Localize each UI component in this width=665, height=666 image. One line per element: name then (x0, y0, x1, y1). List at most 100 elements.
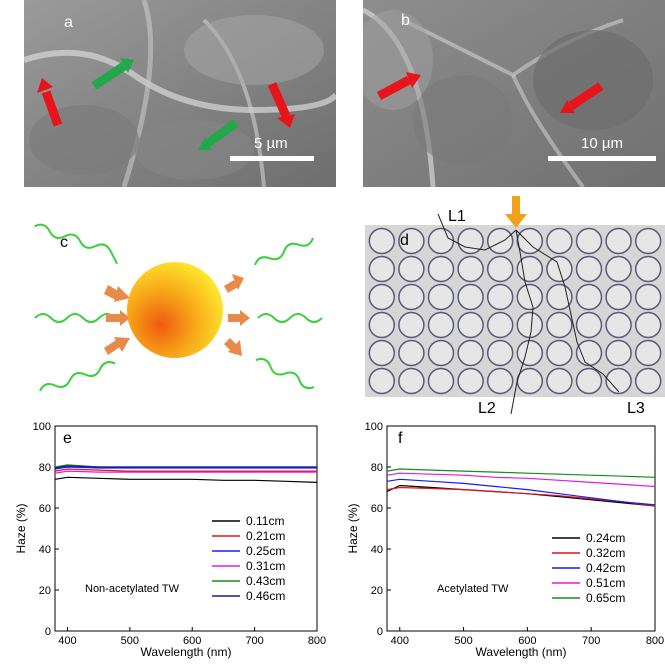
cell-lumen (457, 227, 484, 255)
cell-lumen (457, 339, 484, 367)
outgoing-arrow-2 (228, 314, 240, 322)
outgoing-arrow-3-head (228, 340, 242, 356)
panel-letter-c: c (60, 234, 68, 251)
legend-label: 0.42cm (586, 561, 625, 575)
cell-lumen (546, 283, 573, 311)
cell-lumen (486, 227, 514, 255)
y-tick-label: 40 (39, 544, 51, 556)
y-tick-label: 0 (45, 626, 51, 638)
cell-lumen (546, 227, 573, 255)
cell-lumen (398, 367, 425, 395)
x-tick-label: 600 (183, 635, 201, 647)
scale-bar-a (230, 156, 314, 161)
legend-label: 0.46cm (246, 589, 285, 603)
x-tick-label: 700 (582, 635, 600, 647)
panel-letter-f: f (398, 430, 403, 447)
incoming-arrow-3 (104, 340, 120, 355)
cell-lumen (398, 311, 425, 339)
incoming-arrow-2-head (120, 310, 130, 326)
cell-lumen (634, 339, 662, 367)
red-arrow-b-left (376, 72, 421, 100)
path-L1 (437, 213, 517, 251)
y-tick-label: 0 (377, 626, 383, 638)
cell-lumen (368, 367, 396, 395)
legend-label: 0.24cm (586, 531, 625, 545)
x-tick-label: 600 (518, 635, 536, 647)
cell-lumen (516, 311, 544, 339)
cell-lumen (605, 339, 632, 367)
cell-lumen (575, 311, 603, 339)
outgoing-wave-middle (257, 313, 323, 323)
cell-lumen (457, 255, 484, 283)
cell-lumen (368, 227, 396, 255)
incoming-arrow-2 (106, 314, 120, 322)
x-axis-label: Wavelength (nm) (141, 645, 232, 659)
series-line-0.31cm (54, 470, 317, 474)
legend-label: 0.31cm (246, 559, 285, 573)
outgoing-arrow-2-head (240, 310, 250, 326)
y-tick-label: 100 (365, 421, 383, 433)
cell-lumen (605, 227, 632, 255)
cell-lumen (427, 311, 455, 339)
panel-letter-d: d (400, 232, 409, 249)
y-axis-label: Haze (%) (14, 503, 28, 553)
cell-lumen (398, 227, 425, 255)
panel-letter-e: e (63, 430, 72, 447)
plot-frame (386, 425, 656, 632)
cell-lumen (368, 283, 396, 311)
incoming-arrow-3-head (114, 337, 130, 352)
cell-lumen (516, 339, 544, 367)
cell-grid (368, 227, 662, 395)
panel-f-haze-chart: 0 20 40 60 80 100 400 500 600 700 800 Wavelength (n… (330, 418, 665, 661)
cell-lumen (634, 227, 662, 255)
x-axis-label: Wavelength (nm) (476, 645, 567, 659)
series-line-0.65cm (386, 468, 656, 478)
x-tick-label: 400 (58, 635, 76, 647)
outgoing-wave-bottom (255, 357, 315, 390)
panel-letter-a: a (64, 14, 73, 31)
series-line-0.46cm (54, 465, 317, 469)
cell-lumen (546, 339, 573, 367)
cell-lumen (516, 367, 544, 395)
series-line-0.42cm (386, 478, 656, 506)
cell-lumen (575, 367, 603, 395)
cell-lumen (427, 255, 455, 283)
outgoing-wave-top (254, 237, 314, 266)
x-tick-label: 800 (646, 635, 664, 647)
plot-frame (54, 425, 318, 632)
red-arrow-a-right (267, 82, 295, 128)
path-label-L1: L1 (448, 208, 466, 225)
cell-lumen (486, 339, 514, 367)
cell-lumen (398, 339, 425, 367)
cell-lumen (427, 367, 455, 395)
cell-lumen (486, 311, 514, 339)
cell-lumen (575, 227, 603, 255)
path-label-L3: L3 (627, 400, 645, 417)
cell-lumen (368, 311, 396, 339)
legend-label: 0.43cm (246, 574, 285, 588)
green-arrow-a-bottom (198, 119, 239, 150)
series-line-0.21cm (54, 468, 317, 472)
scattering-sphere (127, 262, 223, 358)
cell-lumen (457, 311, 484, 339)
red-arrow-b-right (560, 82, 604, 113)
cell-lumen (634, 367, 662, 395)
x-tick-label: 400 (391, 635, 409, 647)
x-tick-label: 800 (308, 635, 326, 647)
y-tick-label: 60 (39, 503, 51, 515)
outgoing-arrow-1 (224, 280, 238, 293)
legend-label: 0.25cm (246, 544, 285, 558)
cell-lumen (605, 283, 632, 311)
series-line-0.51cm (386, 472, 656, 488)
series-line-0.32cm (386, 486, 656, 507)
cell-lumen (368, 339, 396, 367)
cell-lumen (486, 255, 514, 283)
panel-c-scattering-diagram: c (30, 210, 330, 400)
scattering-svg (34, 223, 323, 392)
incoming-wave-top (34, 223, 118, 265)
path-L2 (510, 229, 534, 415)
cell-lumen (457, 283, 484, 311)
chart-f-svg: 0 20 40 60 80 100 400 500 600 700 800 Wavelength (n… (346, 421, 664, 659)
cell-lumen (398, 255, 425, 283)
cell-lumen (605, 255, 632, 283)
